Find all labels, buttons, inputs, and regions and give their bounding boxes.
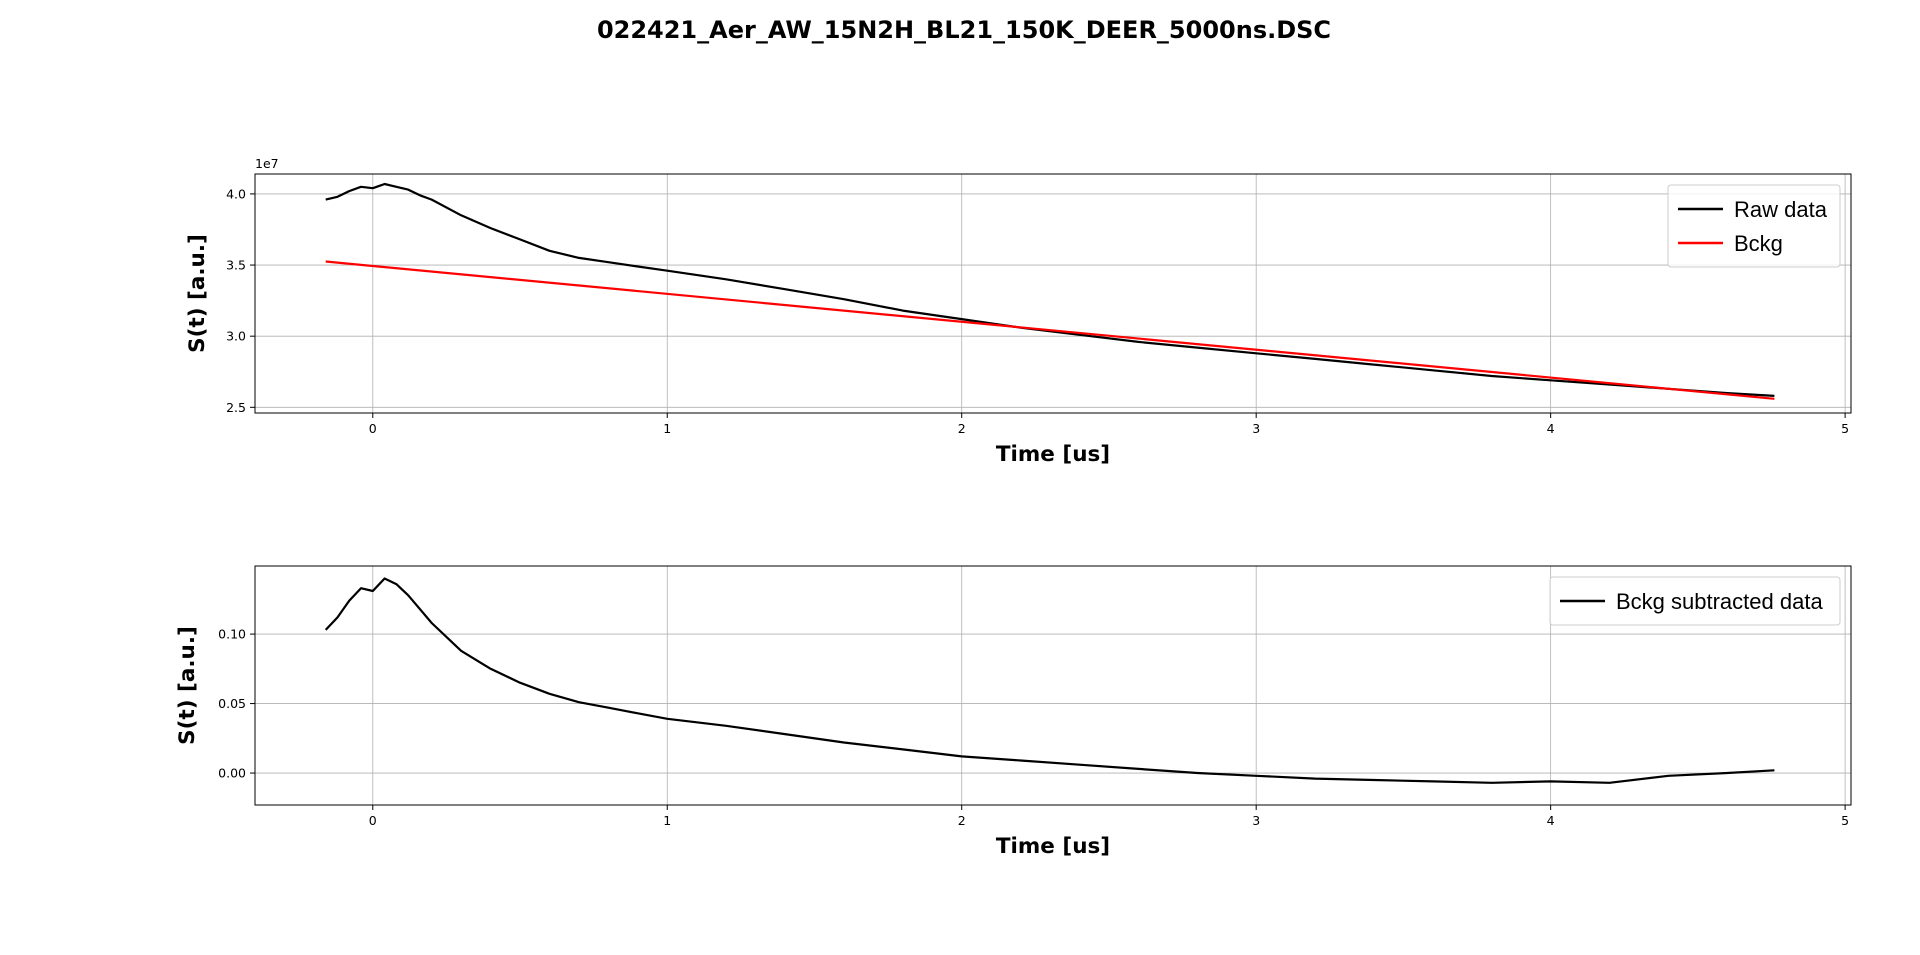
- chart1-x-tick-label: 4: [1547, 421, 1555, 436]
- chart1-legend-label-2: Bckg: [1734, 231, 1783, 256]
- chart2-x-tick-label: 2: [958, 813, 966, 828]
- chart1-x-tick-label: 0: [369, 421, 377, 436]
- figure-title: 022421_Aer_AW_15N2H_BL21_150K_DEER_5000n…: [597, 16, 1331, 44]
- chart2-x-axis-label: Time [us]: [996, 834, 1110, 859]
- chart1-series-line-1: [325, 182, 1775, 397]
- chart1-y-tick-label: 3.0: [226, 329, 246, 344]
- chart1-x-tick-label: 3: [1252, 421, 1260, 436]
- chart2-y-axis-label: S(t) [a.u.]: [175, 626, 200, 745]
- chart2-y-tick-label: 0.05: [218, 696, 246, 711]
- chart1-y-tick-label: 4.0: [226, 186, 246, 201]
- chart1-x-tick-label: 1: [663, 421, 671, 436]
- chart2-y-tick-label: 0.10: [218, 627, 246, 642]
- chart1-y-axis-label: S(t) [a.u.]: [185, 234, 210, 353]
- chart2-axes-frame: [254, 565, 1852, 806]
- chart2-y-tick-label: 0.00: [218, 766, 246, 781]
- chart1-x-axis-label: Time [us]: [996, 442, 1110, 467]
- chart1-y-tick-label: 2.5: [226, 400, 246, 415]
- chart2-x-tick-label: 0: [369, 813, 377, 828]
- chart1-y-offset-label: 1e7: [255, 156, 279, 171]
- top-plot: 0 1 2 3 4 5 2.5 3.0 3.5 4.0 1e7 Time [us] S(t) [a.u.…: [185, 156, 1852, 467]
- chart1-legend-box: [1667, 184, 1841, 268]
- chart1-y-tick-label: 3.5: [226, 258, 246, 273]
- chart1-legend: Raw data Bckg: [1667, 184, 1841, 268]
- chart1-axes-frame: [254, 173, 1852, 414]
- chart2-x-tick-label: 1: [663, 813, 671, 828]
- chart2-x-tick-label: 5: [1841, 813, 1849, 828]
- bottom-plot: 0 1 2 3 4 5 0.00 0.05 0.10 Time [us] S(t) [a.u.] Bc…: [175, 565, 1852, 859]
- chart1-x-tick-label: 5: [1841, 421, 1849, 436]
- chart2-x-tick-label: 3: [1252, 813, 1260, 828]
- chart1-series-line-2: [325, 260, 1775, 400]
- chart2-x-tick-label: 4: [1547, 813, 1555, 828]
- chart2-legend-box: [1549, 576, 1841, 626]
- chart2-legend-label-1: Bckg subtracted data: [1616, 589, 1823, 614]
- chart1-x-tick-label: 2: [958, 421, 966, 436]
- chart2-legend: Bckg subtracted data: [1549, 576, 1841, 626]
- chart2-series-line-1: [324, 577, 1775, 784]
- chart1-legend-label-1: Raw data: [1734, 197, 1828, 222]
